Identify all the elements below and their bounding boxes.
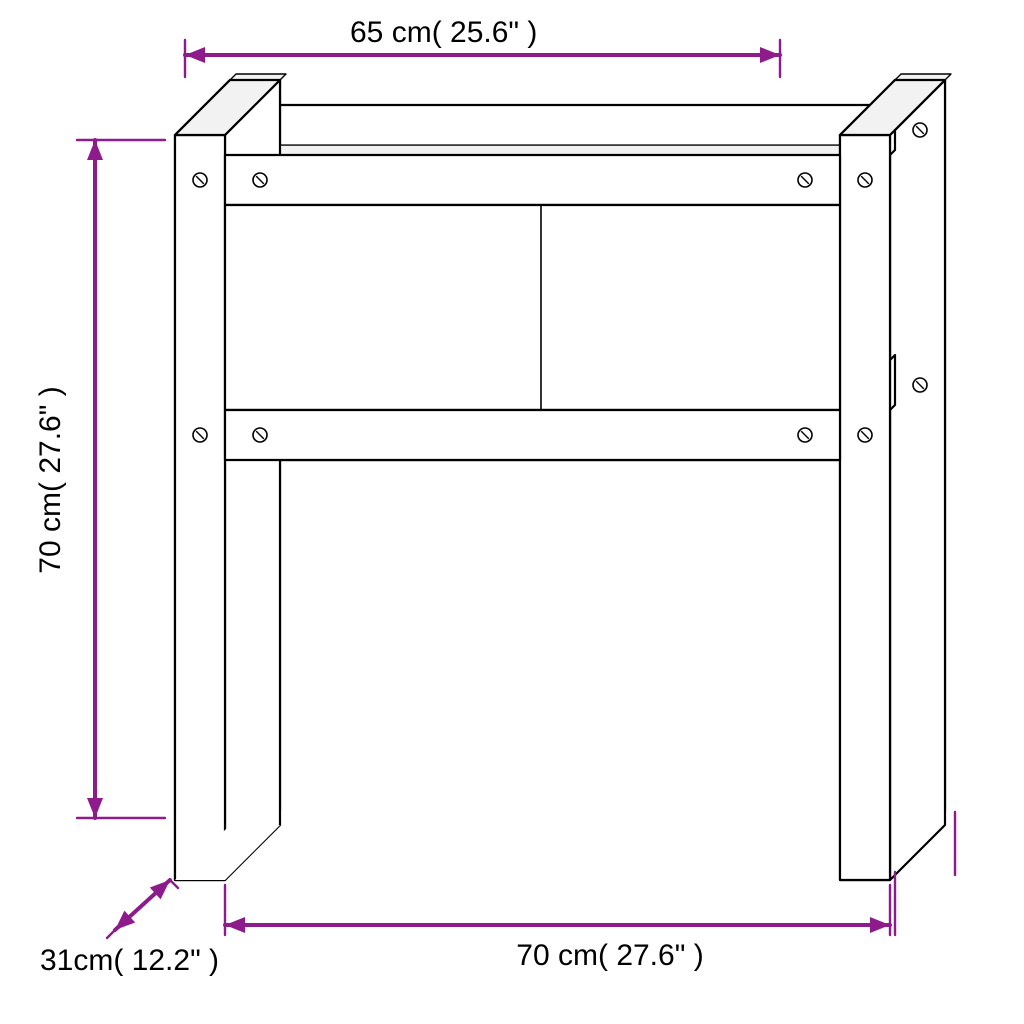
dimensions.depth.label: 31cm( 12.2" ) bbox=[40, 944, 219, 977]
dimensions.left.label: 70 cm( 27.6" ) bbox=[34, 386, 67, 573]
dimensions.top.label: 65 cm( 25.6" ) bbox=[350, 16, 537, 49]
dimensions.right.label: 70 cm( 27.6" ) bbox=[516, 939, 703, 972]
